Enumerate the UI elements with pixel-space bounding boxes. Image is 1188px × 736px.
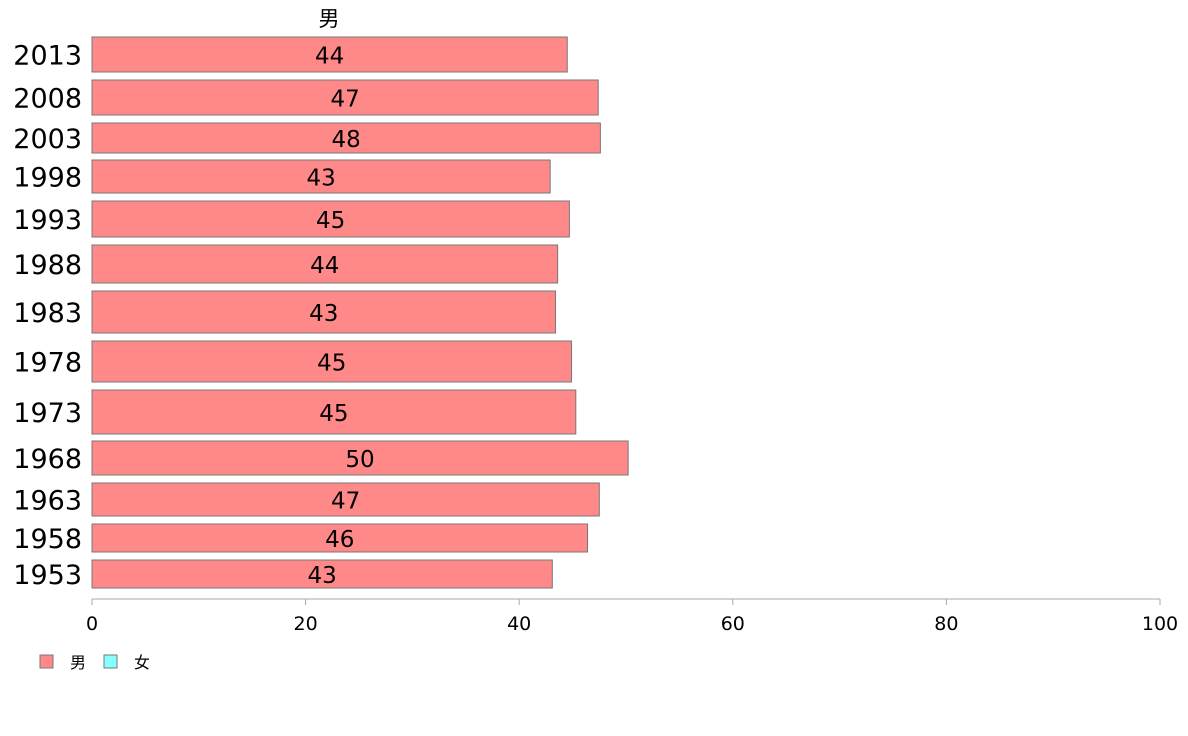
bar-1993 <box>91 200 570 238</box>
bar-1988 <box>91 244 559 284</box>
value-label-1993: 45 <box>316 208 345 234</box>
category-label-2003: 2003 <box>13 124 82 155</box>
x-tick-label-40: 40 <box>507 613 531 635</box>
category-labels: 2013 2008 2003 1998 1993 1988 1983 1978 1973 1968… <box>13 41 82 592</box>
bar-1983 <box>91 290 557 334</box>
bar-1978 <box>91 340 573 383</box>
bar-1953 <box>91 559 553 589</box>
category-label-1988: 1988 <box>13 250 82 281</box>
category-label-1963: 1963 <box>13 486 82 517</box>
bar-1998 <box>91 159 551 194</box>
category-label-1983: 1983 <box>13 298 82 329</box>
x-axis: 0 20 40 60 80 100 <box>86 598 1178 635</box>
value-label-1968: 50 <box>345 447 374 473</box>
x-tick-label-80: 80 <box>934 613 958 635</box>
bar-1968 <box>91 440 629 476</box>
bar-2008 <box>91 79 599 116</box>
value-label-2003: 48 <box>332 127 361 153</box>
category-label-1968: 1968 <box>13 444 82 475</box>
value-label-1998: 43 <box>306 166 335 192</box>
legend-label-1: 女 <box>134 653 150 672</box>
value-label-1983: 43 <box>309 301 338 327</box>
value-label-1973: 45 <box>319 401 348 427</box>
category-label-1958: 1958 <box>13 524 82 555</box>
category-label-1978: 1978 <box>13 348 82 379</box>
category-label-2008: 2008 <box>13 84 82 115</box>
series-title: 男 <box>319 7 340 31</box>
x-tick-label-0: 0 <box>86 613 98 635</box>
category-label-1993: 1993 <box>13 205 82 236</box>
value-label-2013: 44 <box>315 44 344 70</box>
value-label-1963: 47 <box>331 489 360 515</box>
x-tick-label-20: 20 <box>294 613 318 635</box>
bar-1958 <box>91 523 589 553</box>
category-label-1973: 1973 <box>13 398 82 429</box>
bar-2013 <box>91 36 568 73</box>
category-label-1953: 1953 <box>13 560 82 591</box>
category-label-1998: 1998 <box>13 163 82 194</box>
value-label-2008: 47 <box>330 87 359 113</box>
x-tick-label-100: 100 <box>1142 613 1178 635</box>
bar-1973 <box>91 389 577 435</box>
bars-group <box>91 36 629 589</box>
bar-1963 <box>91 482 600 517</box>
legend-label-0: 男 <box>70 653 86 672</box>
legend: 男女 <box>39 653 150 672</box>
value-label-1958: 46 <box>325 527 354 553</box>
legend-swatch-1 <box>103 654 118 669</box>
value-labels: 44 47 48 43 45 44 43 45 45 50 47 46 43 <box>306 44 374 590</box>
value-label-1978: 45 <box>317 351 346 377</box>
value-label-1953: 43 <box>308 563 337 589</box>
value-label-1988: 44 <box>310 253 339 279</box>
x-tick-label-60: 60 <box>721 613 745 635</box>
category-label-2013: 2013 <box>13 41 82 72</box>
legend-swatch-0 <box>39 654 54 669</box>
bar-2003 <box>91 122 601 154</box>
